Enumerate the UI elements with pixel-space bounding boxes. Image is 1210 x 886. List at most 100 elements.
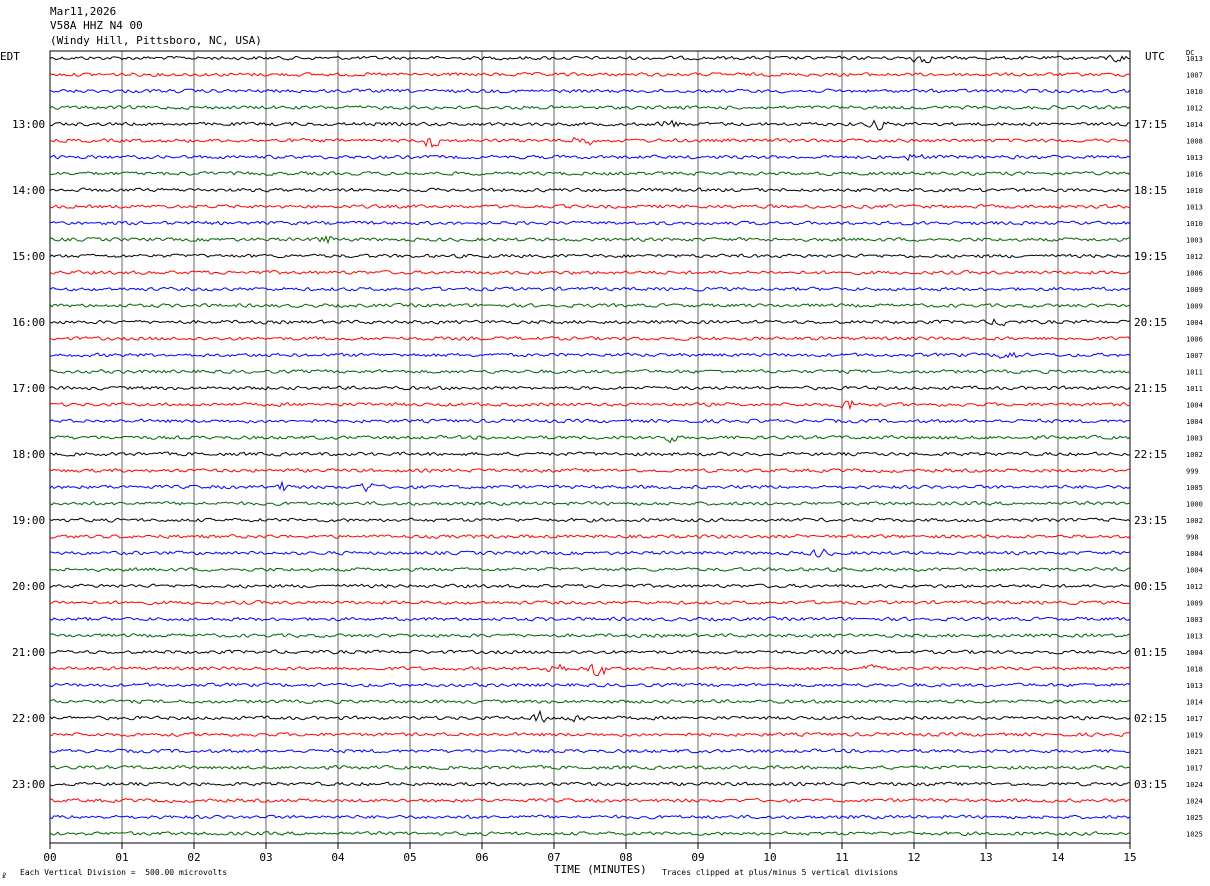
dc-offset-value: 1025 xyxy=(1186,831,1203,839)
seismic-trace xyxy=(49,699,1131,705)
dc-offset-value: 1008 xyxy=(1186,138,1203,146)
dc-offset-value: 1006 xyxy=(1186,270,1203,278)
dc-offset-value: 1014 xyxy=(1186,699,1203,707)
seismic-trace xyxy=(49,548,1131,558)
x-tick-label: 15 xyxy=(1123,851,1136,864)
dc-offset-value: 1009 xyxy=(1186,286,1203,294)
seismic-trace xyxy=(49,54,1131,64)
x-tick-label: 01 xyxy=(115,851,128,864)
x-tick-label: 09 xyxy=(691,851,704,864)
seismic-trace xyxy=(49,567,1131,572)
dc-offset-value: 1017 xyxy=(1186,765,1203,773)
seismic-trace xyxy=(49,616,1131,622)
seismic-trace xyxy=(49,336,1131,341)
utc-hour-label: 00:15 xyxy=(1134,580,1167,593)
x-tick-label: 05 xyxy=(403,851,416,864)
scale-note: Each Vertical Division = 500.00 microvol… xyxy=(20,868,228,877)
dc-offset-value: 1002 xyxy=(1186,517,1203,525)
x-axis-title: TIME (MINUTES) xyxy=(554,863,647,876)
seismic-trace xyxy=(49,302,1131,309)
x-tick-label: 14 xyxy=(1051,851,1065,864)
dc-offset-value: 1024 xyxy=(1186,781,1203,789)
seismic-trace xyxy=(49,369,1131,375)
dc-offset-value: 1018 xyxy=(1186,666,1203,674)
dc-offset-value: 998 xyxy=(1186,534,1199,542)
utc-zone-label: UTC xyxy=(1145,50,1165,63)
dc-offset-value: 1010 xyxy=(1186,220,1203,228)
utc-hour-label: 23:15 xyxy=(1134,514,1167,527)
edt-zone-label: EDT xyxy=(0,50,20,63)
utc-hour-label: 18:15 xyxy=(1134,184,1167,197)
seismic-trace xyxy=(49,72,1131,77)
dc-offset-value: 1004 xyxy=(1186,567,1203,575)
seismic-trace xyxy=(49,748,1131,754)
x-tick-label: 00 xyxy=(43,851,56,864)
seismic-trace xyxy=(49,764,1131,771)
dc-offset-value: 1011 xyxy=(1186,369,1203,377)
station-code: V58A HHZ N4 00 xyxy=(50,19,143,32)
x-tick-label: 06 xyxy=(475,851,488,864)
dc-offset-value: 1016 xyxy=(1186,171,1203,179)
edt-hour-label: 18:00 xyxy=(12,448,45,461)
dc-offset-value: 1012 xyxy=(1186,105,1203,113)
seismic-trace xyxy=(49,351,1131,359)
edt-hour-label: 19:00 xyxy=(12,514,45,527)
dc-offset-value: 1002 xyxy=(1186,451,1203,459)
dc-offset-value: 1021 xyxy=(1186,748,1203,756)
seismic-trace xyxy=(49,235,1131,245)
seismic-trace xyxy=(49,171,1131,177)
dc-offset-value: 1017 xyxy=(1186,715,1203,723)
seismic-trace xyxy=(49,153,1131,162)
dc-offset-value: 1025 xyxy=(1186,814,1203,822)
x-tick-label: 13 xyxy=(979,851,992,864)
seismic-trace xyxy=(49,501,1131,507)
x-tick-label: 02 xyxy=(187,851,200,864)
corner-mark: ☧ xyxy=(2,872,7,880)
clip-note: Traces clipped at plus/minus 5 vertical … xyxy=(662,868,899,877)
seismic-trace xyxy=(49,318,1131,327)
utc-hour-label: 19:15 xyxy=(1134,250,1167,263)
seismic-trace xyxy=(49,814,1131,820)
seismic-trace xyxy=(49,385,1131,391)
seismic-trace xyxy=(49,682,1131,688)
x-tick-label: 04 xyxy=(331,851,345,864)
edt-hour-label: 20:00 xyxy=(12,580,45,593)
seismic-trace xyxy=(49,517,1131,523)
dc-offset-value: 1011 xyxy=(1186,385,1203,393)
seismic-trace xyxy=(49,732,1130,737)
seismic-trace xyxy=(49,797,1131,804)
dc-offset-value: 1012 xyxy=(1186,253,1203,261)
record-date: Mar11,2026 xyxy=(50,5,117,18)
dc-offset-value: 1014 xyxy=(1186,121,1203,129)
seismic-trace xyxy=(49,105,1131,110)
x-tick-label: 10 xyxy=(763,851,776,864)
dc-offset-value: 1005 xyxy=(1186,484,1203,492)
dc-offset-value: 1000 xyxy=(1186,501,1203,509)
dc-offset-value: 1013 xyxy=(1186,682,1203,690)
seismic-trace xyxy=(49,451,1131,457)
seismic-trace xyxy=(49,781,1131,787)
seismic-trace xyxy=(49,633,1131,638)
dc-offset-value: 1007 xyxy=(1186,352,1203,360)
dc-offset-value: 1003 xyxy=(1186,435,1203,443)
utc-hour-label: 01:15 xyxy=(1134,646,1167,659)
seismic-trace xyxy=(49,534,1131,539)
dc-offset-value: 1009 xyxy=(1186,600,1203,608)
seismic-trace xyxy=(49,709,1131,723)
seismic-trace xyxy=(49,286,1131,292)
seismic-trace xyxy=(49,187,1131,193)
utc-hour-label: 22:15 xyxy=(1134,448,1167,461)
seismic-trace xyxy=(49,399,1131,411)
seismic-trace xyxy=(49,480,1131,493)
seismic-trace xyxy=(49,136,1131,148)
dc-offset-value: 1004 xyxy=(1186,418,1203,426)
seismic-trace xyxy=(49,663,1131,676)
utc-hour-label: 02:15 xyxy=(1134,712,1167,725)
seismic-trace xyxy=(49,253,1131,259)
dc-offset-label: DC xyxy=(1186,49,1195,57)
dc-offset-value: 1019 xyxy=(1186,732,1203,740)
seismic-trace xyxy=(49,434,1131,444)
utc-hour-label: 20:15 xyxy=(1134,316,1167,329)
seismic-trace xyxy=(49,831,1131,837)
dc-offset-value: 1007 xyxy=(1186,72,1203,80)
